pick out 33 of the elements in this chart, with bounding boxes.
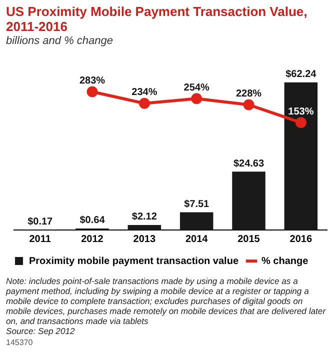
data-label: $2.12 — [132, 212, 158, 223]
legend-label: % change — [262, 256, 309, 267]
x-tick-label: 2011 — [29, 234, 52, 245]
x-tick-label: 2012 — [81, 234, 104, 245]
x-tick-label: 2013 — [133, 234, 156, 245]
data-label: 228% — [236, 88, 262, 100]
data-label: 234% — [132, 87, 158, 98]
bar — [180, 212, 214, 230]
bar — [232, 172, 266, 230]
x-tick-label: 2014 — [185, 234, 208, 245]
chart-subtitle: billions and % change — [5, 34, 114, 48]
text: Note: includes point-of-sale transactions made by using a mobile device as a payment method, including by swiping a mobile device at a register or tapping a mobile device to complete transaction; excludes purchases of digital goods on mobile devices, purchases made remotely on mobile devices that are delivered later on, and transactions made via tablets — [6, 276, 327, 326]
x-tick-label: 2016 — [290, 234, 312, 245]
text: 145370 — [5, 337, 34, 349]
bar — [284, 82, 318, 230]
chart-title: US Proximity Mobile Payment Transaction Value, 2011-2016 — [5, 3, 308, 34]
data-label: $24.63 — [233, 158, 264, 170]
point — [138, 98, 150, 109]
data-label: $62.24 — [286, 69, 317, 80]
data-label: $7.51 — [184, 198, 210, 210]
bar — [128, 224, 162, 230]
data-label: 153% — [288, 106, 314, 118]
point — [191, 93, 202, 104]
x-tick-label: 2015 — [238, 234, 260, 245]
data-label: 283% — [79, 75, 106, 86]
point — [86, 86, 98, 98]
source-note: Source: Sep 2012 — [6, 326, 76, 336]
data-label: $0.64 — [80, 215, 106, 226]
data-label: 254% — [184, 82, 210, 94]
point — [243, 99, 254, 110]
legend-label: Proximity mobile payment transaction value — [29, 256, 239, 267]
point — [295, 117, 306, 128]
data-label: $0.17 — [28, 216, 54, 228]
